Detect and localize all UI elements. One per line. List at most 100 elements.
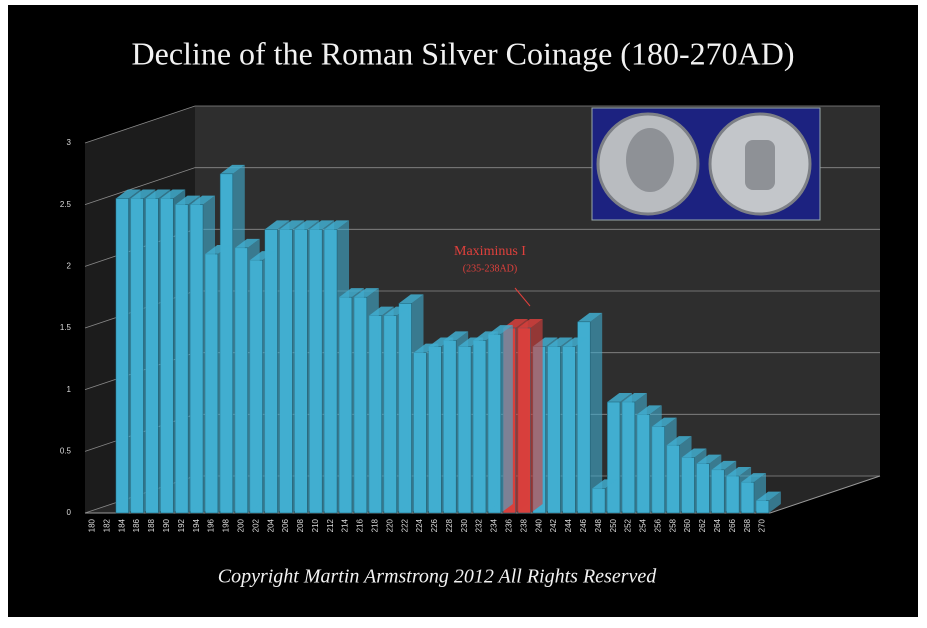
x-tick-label: 250 (609, 518, 618, 532)
bar-side (396, 306, 409, 513)
x-tick-label: 224 (415, 518, 424, 532)
x-tick-label: 220 (385, 518, 394, 532)
x-tick-label: 216 (356, 518, 365, 532)
x-tick-label: 238 (519, 518, 528, 532)
x-tick-label: 186 (132, 518, 141, 532)
x-tick-label: 246 (579, 518, 588, 532)
x-tick-label: 180 (88, 518, 97, 532)
bar-top (577, 312, 603, 322)
x-tick-label: 230 (460, 518, 469, 532)
bar-side (247, 238, 260, 514)
bar-side (485, 331, 498, 513)
bar-side (262, 251, 275, 513)
y-tick-label: 2 (67, 261, 72, 270)
bar-top (220, 164, 245, 174)
annotation-pointer (514, 287, 531, 307)
x-tick-label: 252 (624, 518, 633, 532)
bar-side (173, 189, 186, 513)
x-tick-label: 208 (296, 518, 305, 532)
bar-side (545, 337, 558, 513)
footer: Copyright Martin Armstrong 2012 All Righ… (218, 566, 658, 588)
bar-side (619, 393, 632, 513)
bar-side (649, 405, 662, 513)
x-tick-label: 194 (192, 518, 201, 532)
bar-side (753, 473, 766, 513)
bar-side (679, 436, 692, 513)
x-tick-label: 262 (698, 518, 707, 532)
bar-side (694, 448, 707, 513)
x-tick-label: 206 (281, 518, 290, 532)
x-tick-label: 240 (534, 518, 543, 532)
x-tick-label: 264 (713, 518, 722, 532)
bar-side (366, 288, 379, 513)
bar-side (739, 467, 752, 513)
bar-side (143, 189, 156, 513)
coin-figure (745, 140, 775, 190)
bar-side (560, 337, 573, 513)
annotation-label: Maximinus I (454, 244, 526, 259)
x-tick-label: 184 (117, 518, 126, 532)
bar-side (441, 337, 454, 513)
x-tick-label: 226 (430, 518, 439, 532)
bar-side (217, 245, 230, 513)
coin-image (591, 107, 821, 221)
x-tick-label: 222 (400, 518, 409, 532)
x-tick-label: 210 (311, 518, 320, 532)
x-tick-label: 248 (594, 518, 603, 532)
bar-top (398, 294, 424, 304)
bar-side (724, 460, 737, 513)
bar-side (128, 189, 141, 513)
bar-side (426, 343, 439, 513)
bar-side (277, 220, 290, 514)
x-tick-label: 190 (162, 518, 171, 532)
x-tick-label: 256 (653, 518, 662, 532)
chart-title: Decline of the Roman Silver Coinage (180… (132, 35, 795, 71)
y-tick-label: 1.5 (60, 323, 72, 332)
bar-side (337, 220, 350, 514)
y-tick-label: 0 (67, 508, 72, 517)
x-tick-label: 182 (102, 518, 111, 532)
bar-side (515, 319, 528, 513)
bar-side (575, 337, 588, 513)
bar-side (381, 306, 394, 513)
bar-side (471, 337, 484, 513)
y-tick-label: 0.5 (60, 446, 72, 455)
x-tick-label: 202 (251, 518, 260, 532)
bar-side (664, 417, 677, 513)
y-tick-label: 2.5 (60, 200, 72, 209)
x-tick-label: 266 (728, 518, 737, 532)
grid-line (84, 105, 880, 144)
bar-side (634, 393, 647, 513)
x-tick-label: 218 (370, 518, 379, 532)
bar-side (292, 220, 305, 514)
x-tick-label: 244 (564, 518, 573, 532)
bar-side (768, 491, 781, 513)
x-tick-label: 200 (236, 518, 245, 532)
x-tick-label: 188 (147, 518, 156, 532)
bar-side (530, 319, 543, 513)
x-tick-label: 234 (490, 518, 499, 532)
bar-side (307, 220, 320, 514)
bar (115, 198, 129, 514)
y-tick-label: 3 (67, 138, 72, 147)
x-tick-label: 228 (445, 518, 454, 532)
annotation-sublabel: (235-238AD) (463, 263, 517, 274)
x-tick-label: 260 (683, 518, 692, 532)
bar-side (456, 331, 469, 513)
x-tick-label: 196 (207, 518, 216, 532)
x-tick-label: 236 (505, 518, 514, 532)
x-tick-label: 212 (326, 518, 335, 532)
plot-area: 0 0.5 1 1.5 2 2.5 3 180 182 184 186 188 190 192 194 196… (60, 105, 881, 532)
x-tick-label: 268 (743, 518, 752, 532)
bar-side (322, 220, 335, 514)
x-tick-label: 254 (639, 518, 648, 532)
x-axis-depth (769, 475, 881, 514)
bar-top (607, 393, 632, 402)
y-tick-label: 1 (67, 385, 72, 394)
bar-top (264, 220, 290, 230)
bar-side (232, 164, 245, 514)
x-tick-label: 258 (668, 518, 677, 532)
bar-top (115, 189, 141, 199)
